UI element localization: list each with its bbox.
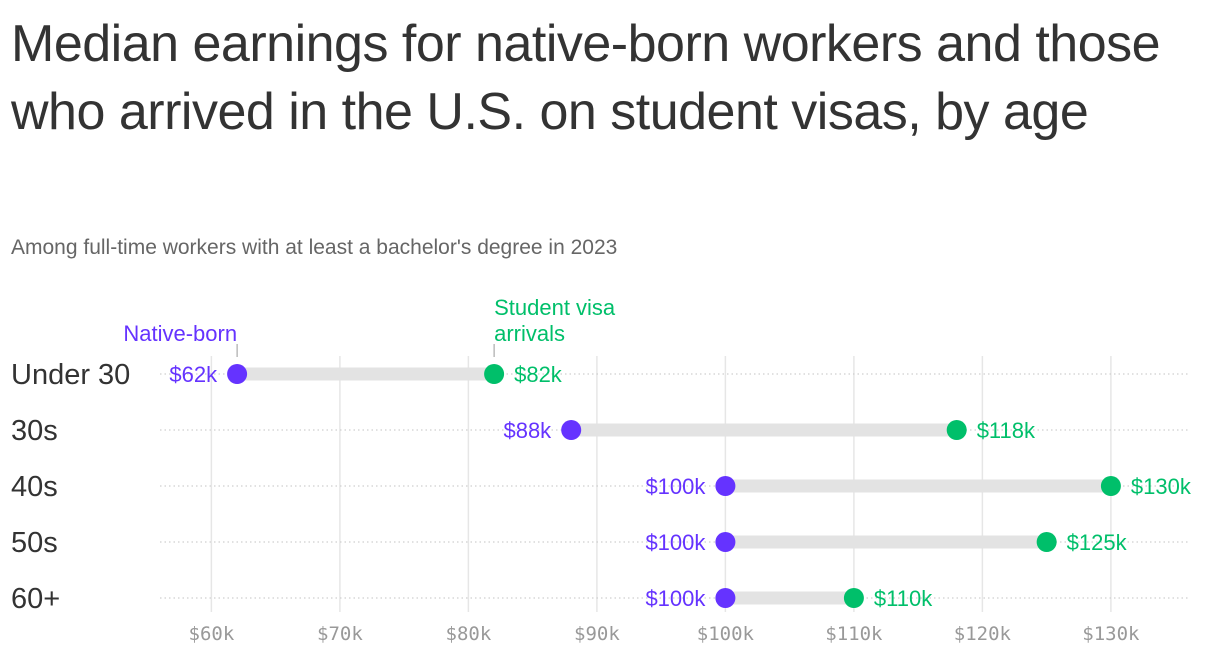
native-born-value-label: $100k [645,586,706,611]
native-born-value-label: $100k [645,530,706,555]
x-axis-ticks: $60k $70k $80k $90k $100k $110k $120k $130k [189,623,1141,645]
native-born-dot [561,420,582,440]
native-born-dot [227,364,248,384]
native-born-value-label: $100k [645,474,706,499]
legend-student-visa-line: Student visa [494,295,616,320]
x-tick-label: $90k [574,623,620,645]
x-tick-label: $130k [1082,623,1140,645]
student-visa-value-label: $125k [1067,530,1128,555]
row-label: 30s [11,415,58,447]
row-label: Under 30 [11,359,130,391]
student-visa-value-label: $130k [1131,474,1192,499]
native-born-dot [715,476,736,496]
chart-subtitle: Among full-time workers with at least a … [11,236,618,259]
student-visa-dot [843,588,864,608]
native-born-value-label: $88k [503,418,552,443]
gridlines [160,356,1188,612]
student-visa-dot [946,420,967,440]
legend: Native-born Student visa arrivals [123,295,616,357]
student-visa-value-label: $82k [514,362,563,387]
rows: Under 30 $62k $82k 30s $88k $118k 40s $100k $130… [11,359,1192,615]
x-tick-label: $60k [189,623,235,645]
student-visa-value-label: $110k [874,586,933,611]
legend-student-visa-line: arrivals [494,321,565,346]
student-visa-value-label: $118k [977,418,1036,443]
native-born-dot [715,532,736,552]
native-born-value-label: $62k [169,362,218,387]
row-label: 40s [11,471,58,503]
legend-native-born: Native-born [123,321,237,346]
row-label: 50s [11,527,58,559]
x-tick-label: $80k [446,623,492,645]
chart-title: Median earnings for native-born workers … [11,15,1161,141]
x-tick-label: $70k [317,623,363,645]
native-born-dot [715,588,736,608]
student-visa-dot [484,364,505,384]
student-visa-dot [1036,532,1057,552]
student-visa-dot [1100,476,1121,496]
row-label: 60+ [11,583,60,615]
x-tick-label: $110k [825,623,883,645]
x-tick-label: $100k [697,623,755,645]
x-tick-label: $120k [954,623,1012,645]
legend-student-visa: Student visa arrivals [494,295,616,346]
